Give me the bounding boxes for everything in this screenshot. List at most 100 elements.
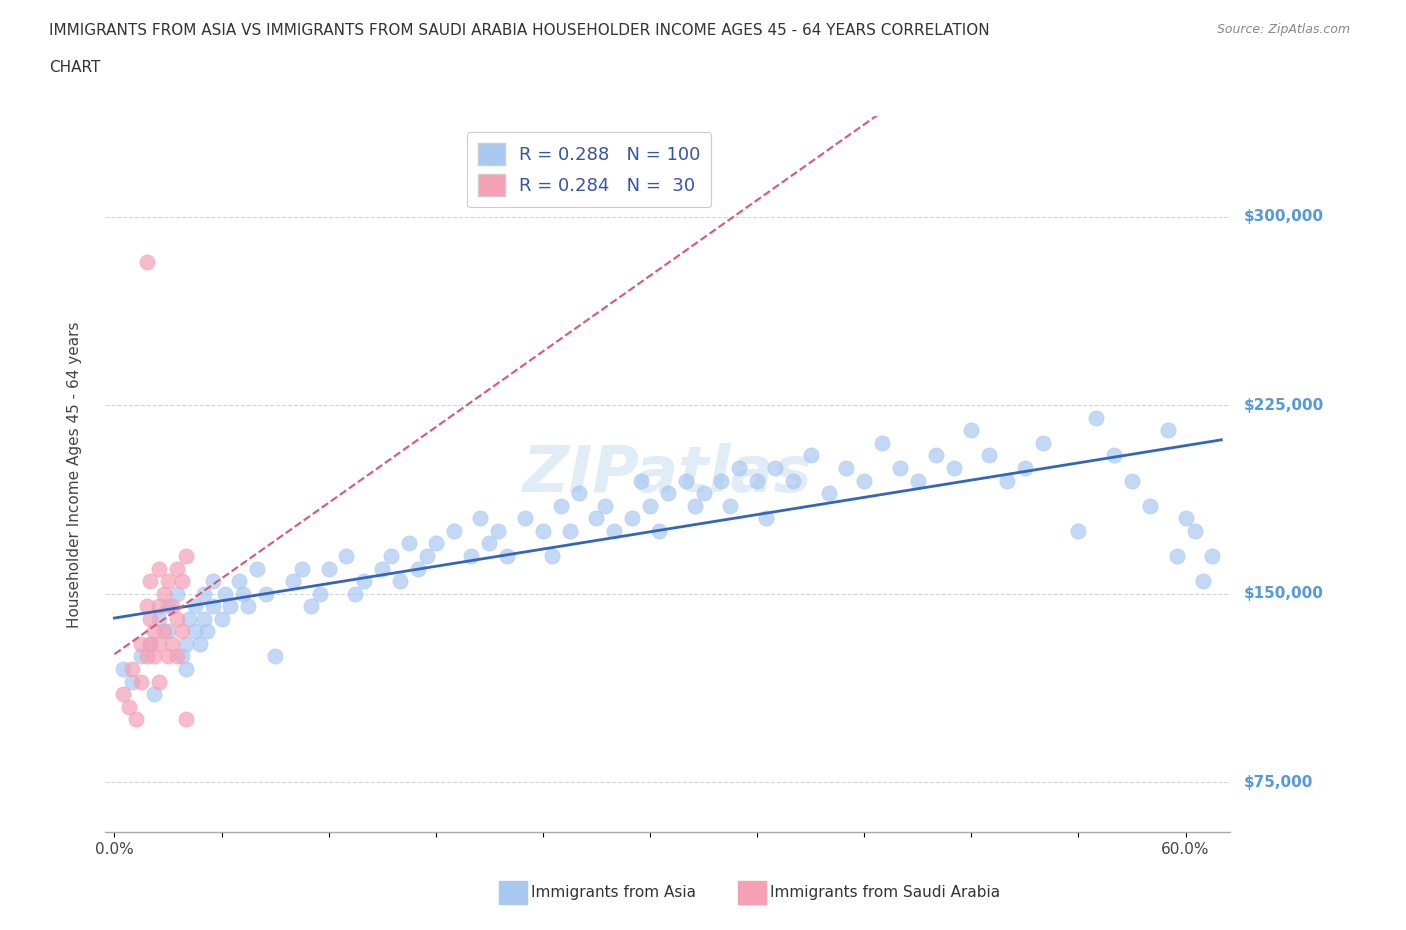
Point <box>398 536 420 551</box>
Text: $225,000: $225,000 <box>1244 398 1324 413</box>
Point <box>118 699 141 714</box>
Point <box>166 561 188 576</box>
Point <box>135 649 157 664</box>
Point <box>201 574 224 589</box>
Point <box>603 524 626 538</box>
Point <box>156 599 179 614</box>
Point <box>638 498 661 513</box>
Point <box>142 686 165 701</box>
Point <box>153 624 176 639</box>
Point <box>657 485 679 500</box>
Point <box>183 599 205 614</box>
Point <box>692 485 714 500</box>
Text: $300,000: $300,000 <box>1244 209 1324 224</box>
Point <box>710 473 733 488</box>
Point <box>195 624 218 639</box>
Point <box>172 624 194 639</box>
Point <box>648 524 671 538</box>
Point <box>1174 511 1197 525</box>
Point <box>1085 410 1108 425</box>
Point <box>371 561 394 576</box>
Point <box>166 611 188 626</box>
Point <box>443 524 465 538</box>
Text: ZIPatlas: ZIPatlas <box>523 444 813 505</box>
Point <box>156 649 179 664</box>
Point <box>299 599 322 614</box>
Point <box>193 586 215 601</box>
Point <box>121 661 143 676</box>
Point <box>960 423 983 438</box>
Text: CHART: CHART <box>49 60 101 75</box>
Point <box>214 586 236 601</box>
Point <box>889 460 911 475</box>
Point <box>148 611 170 626</box>
Point <box>353 574 375 589</box>
Point <box>318 561 340 576</box>
Point <box>188 636 211 651</box>
Point <box>139 574 162 589</box>
Point <box>238 599 260 614</box>
Point <box>174 661 197 676</box>
Point <box>112 686 135 701</box>
Point <box>174 549 197 564</box>
Point <box>470 511 492 525</box>
Point <box>1067 524 1090 538</box>
Point <box>630 473 652 488</box>
Point <box>486 524 509 538</box>
Text: Immigrants from Saudi Arabia: Immigrants from Saudi Arabia <box>770 885 1001 900</box>
Point <box>112 661 135 676</box>
Point <box>291 561 314 576</box>
Point <box>621 511 644 525</box>
Point <box>148 599 170 614</box>
Point <box>568 485 591 500</box>
Point <box>531 524 554 538</box>
Point <box>246 561 269 576</box>
Point <box>172 649 194 664</box>
Point <box>995 473 1018 488</box>
Text: Immigrants from Asia: Immigrants from Asia <box>531 885 696 900</box>
Point <box>1139 498 1161 513</box>
Point <box>142 624 165 639</box>
Text: IMMIGRANTS FROM ASIA VS IMMIGRANTS FROM SAUDI ARABIA HOUSEHOLDER INCOME AGES 45 : IMMIGRANTS FROM ASIA VS IMMIGRANTS FROM … <box>49 23 990 38</box>
Point <box>1184 524 1206 538</box>
Point <box>135 599 157 614</box>
Point <box>870 435 893 450</box>
Y-axis label: Householder Income Ages 45 - 64 years: Householder Income Ages 45 - 64 years <box>67 321 82 628</box>
Point <box>782 473 804 488</box>
Point <box>193 611 215 626</box>
Point <box>335 549 357 564</box>
Point <box>1014 460 1036 475</box>
Point <box>380 549 402 564</box>
Point <box>718 498 741 513</box>
Point <box>406 561 429 576</box>
Point <box>179 611 201 626</box>
Point <box>219 599 242 614</box>
Point <box>496 549 519 564</box>
Point <box>1102 448 1125 463</box>
Point <box>160 636 183 651</box>
Point <box>942 460 965 475</box>
Point <box>478 536 501 551</box>
Point <box>148 561 170 576</box>
Point <box>924 448 946 463</box>
Point <box>800 448 823 463</box>
Point <box>139 636 162 651</box>
Point <box>211 611 233 626</box>
Point <box>232 586 254 601</box>
Point <box>595 498 617 513</box>
Point <box>142 649 165 664</box>
Text: $150,000: $150,000 <box>1244 586 1324 601</box>
Point <box>156 574 179 589</box>
Point <box>1201 549 1223 564</box>
Point <box>174 636 197 651</box>
Point <box>344 586 367 601</box>
Point <box>1166 549 1188 564</box>
Point <box>540 549 562 564</box>
Text: $75,000: $75,000 <box>1244 775 1313 790</box>
Point <box>228 574 250 589</box>
Point <box>550 498 572 513</box>
Point <box>817 485 839 500</box>
Point <box>183 624 205 639</box>
Point <box>763 460 786 475</box>
Point <box>558 524 581 538</box>
